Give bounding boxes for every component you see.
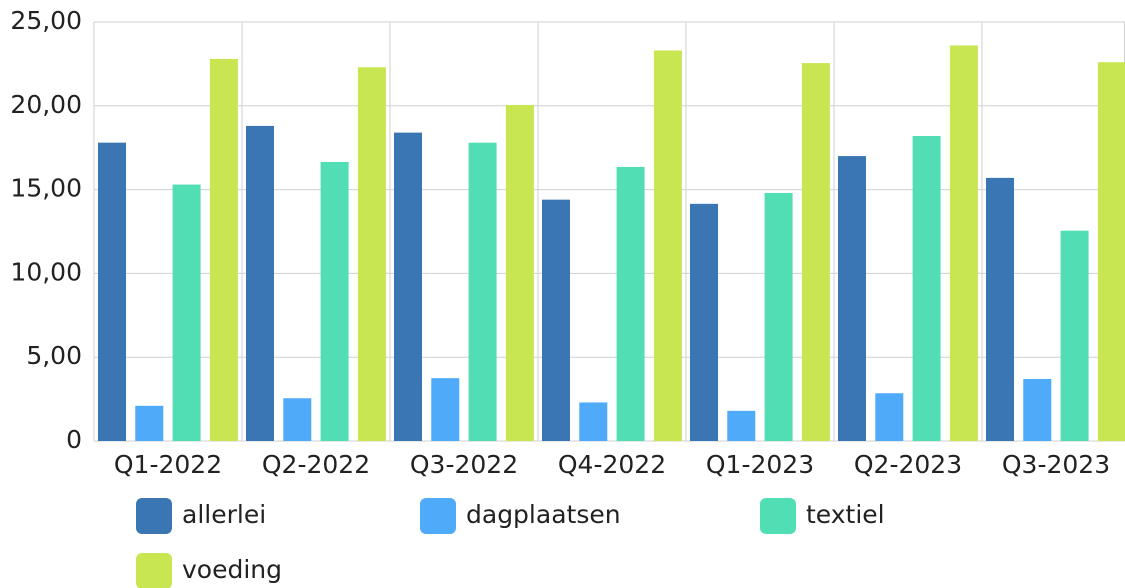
bar — [986, 177, 1014, 442]
bar — [505, 104, 534, 441]
bar — [838, 156, 866, 441]
x-tick-label: Q2-2022 — [262, 450, 370, 479]
legend-swatch — [420, 498, 456, 534]
bar — [1097, 62, 1125, 441]
legend-label: allerlei — [182, 500, 266, 529]
legend-swatch — [136, 553, 172, 588]
bar — [246, 125, 274, 442]
y-tick-label: 15,00 — [10, 174, 82, 203]
x-tick-label: Q1-2022 — [114, 450, 222, 479]
legend-swatch — [136, 498, 172, 534]
legend-label: textiel — [806, 500, 885, 529]
bar — [801, 63, 830, 441]
bar — [209, 58, 238, 441]
bar — [394, 132, 422, 441]
y-tick-label: 25,00 — [10, 6, 82, 35]
bar — [653, 50, 682, 441]
y-tick-label: 0 — [66, 425, 82, 454]
x-tick-label: Q4-2022 — [558, 450, 666, 479]
y-tick-label: 5,00 — [26, 341, 82, 370]
bar — [875, 393, 904, 441]
bar — [579, 402, 608, 441]
bar — [1023, 378, 1052, 441]
x-tick-label: Q1-2023 — [706, 450, 814, 479]
bar — [949, 45, 978, 442]
bar — [616, 166, 645, 441]
bar — [1060, 230, 1089, 441]
x-tick-label: Q3-2023 — [1002, 450, 1110, 479]
bar — [135, 405, 164, 441]
x-tick-label: Q3-2022 — [410, 450, 518, 479]
bar — [283, 398, 312, 441]
y-tick-label: 20,00 — [10, 90, 82, 119]
bar — [690, 203, 718, 441]
legend-label: voeding — [182, 555, 282, 584]
bar — [727, 410, 756, 441]
bar — [468, 142, 497, 441]
bar — [542, 199, 570, 441]
bar — [172, 184, 201, 441]
bar — [431, 378, 460, 441]
bar — [320, 161, 349, 442]
x-tick-label: Q2-2023 — [854, 450, 962, 479]
legend-label: dagplaatsen — [466, 500, 621, 529]
legend-swatch — [760, 498, 796, 534]
bar — [912, 135, 941, 441]
bar — [98, 142, 126, 441]
y-tick-label: 10,00 — [10, 257, 82, 286]
bar — [357, 67, 386, 441]
bar — [764, 192, 793, 441]
